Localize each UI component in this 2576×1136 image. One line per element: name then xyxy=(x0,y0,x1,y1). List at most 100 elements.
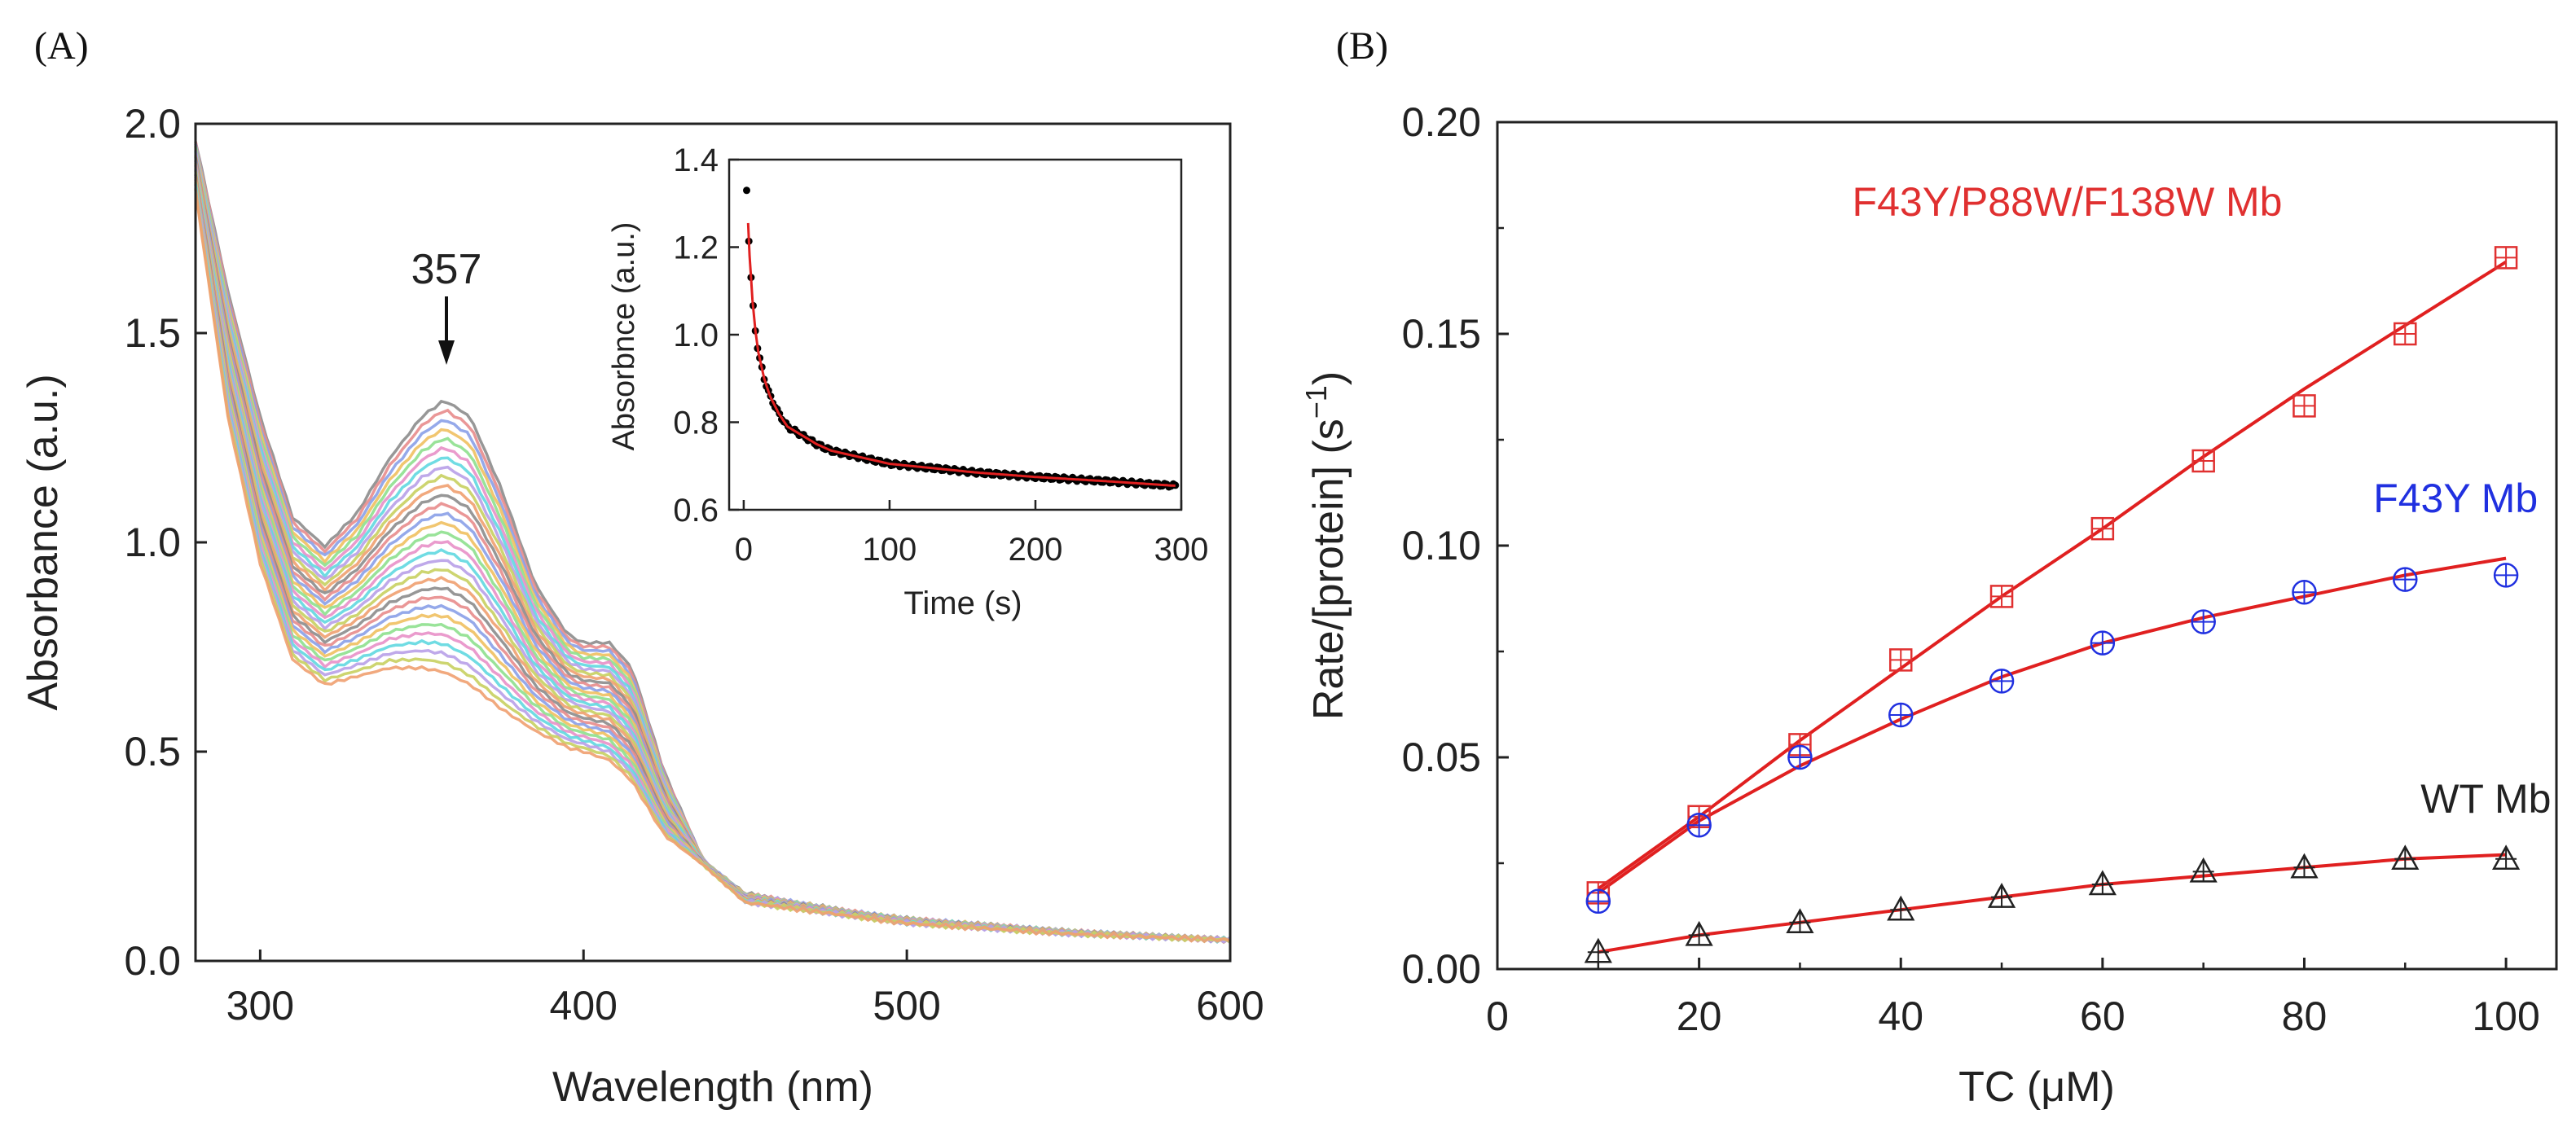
series-label: F43Y Mb xyxy=(2373,476,2538,521)
inset-y-tick-label: 1.0 xyxy=(673,318,719,353)
data-point xyxy=(1584,937,1612,963)
x-tick-label: 100 xyxy=(2472,993,2539,1039)
spectrum-line xyxy=(194,146,1231,944)
panel-a-spectra xyxy=(194,141,1232,945)
inset-y-tick-label: 0.8 xyxy=(673,406,719,441)
inset-x-tick-label: 100 xyxy=(863,532,917,568)
data-point xyxy=(2494,246,2518,270)
panel-a-ylabel: Absorbance (a.u.) xyxy=(20,374,67,710)
panel-b-fit-lines xyxy=(1597,260,2508,954)
y-tick-label: 2.0 xyxy=(124,101,181,147)
circle-marker xyxy=(2191,609,2216,634)
inset-points xyxy=(743,186,1180,491)
data-point xyxy=(2393,567,2418,592)
y-tick-label: 0.00 xyxy=(1402,946,1481,992)
data-point xyxy=(2493,563,2519,588)
panel-b-ylabel-sup: −1 xyxy=(1299,385,1333,419)
circle-marker xyxy=(1585,888,1611,915)
data-point xyxy=(2491,844,2521,871)
y-tick-label: 0.15 xyxy=(1402,311,1481,357)
data-point xyxy=(1888,702,1914,728)
data-point xyxy=(2391,844,2420,871)
inset-y-tick-label: 1.2 xyxy=(673,230,719,266)
circle-marker xyxy=(2090,630,2116,656)
panel-b-ylabel-main: Rate/[protein] (s xyxy=(1305,419,1352,720)
circle-marker xyxy=(2393,567,2418,592)
panel-a-axes: 300 400 500 600 0.0 0.5 1.0 1.5 2.0 xyxy=(124,101,1264,1029)
inset-x-tick-label: 0 xyxy=(735,532,753,568)
peak-arrow-head xyxy=(438,340,455,365)
circle-marker xyxy=(1989,669,2015,694)
spectrum-line xyxy=(194,149,1231,944)
y-tick-label: 0.5 xyxy=(124,729,181,774)
data-point xyxy=(1786,908,1814,934)
data-point xyxy=(2191,449,2215,473)
circle-marker xyxy=(1888,702,1914,728)
x-tick-label: 0 xyxy=(1486,993,1509,1039)
inset-plot-frame xyxy=(728,158,1183,511)
x-tick-label: 20 xyxy=(1677,993,1722,1039)
spectrum-line xyxy=(194,179,1231,944)
panel-b-points xyxy=(1584,246,2521,963)
data-point xyxy=(2090,630,2116,656)
data-point xyxy=(1685,920,1713,946)
data-point xyxy=(1989,669,2015,694)
circle-marker xyxy=(2292,579,2317,605)
inset-y-tick-label: 1.4 xyxy=(673,143,719,178)
y-tick-label: 0.20 xyxy=(1402,99,1481,145)
data-point xyxy=(1787,744,1813,770)
circle-marker xyxy=(1686,812,1712,838)
x-tick-label: 300 xyxy=(226,983,294,1029)
spectrum-line xyxy=(194,178,1232,944)
x-tick-label: 500 xyxy=(873,983,940,1029)
panel-b-series-labels: F43Y/P88W/F138W Mb F43Y Mb WT Mb xyxy=(1853,179,2552,822)
series-label: WT Mb xyxy=(2420,776,2551,822)
spectrum-line xyxy=(194,189,1231,944)
inset-x-tick-label: 300 xyxy=(1154,532,1209,568)
peak-label: 357 xyxy=(411,246,482,293)
fit-line xyxy=(1598,853,2507,954)
circle-marker xyxy=(2493,563,2519,588)
panel-b-plot-frame xyxy=(1496,121,2558,971)
y-tick-label: 1.0 xyxy=(124,520,181,565)
y-tick-label: 0.10 xyxy=(1402,523,1481,568)
data-point xyxy=(2292,579,2317,605)
panel-b: (B) 0 20 40 60 80 100 0.00 0.05 0.10 0.15 0.20 F43… xyxy=(1299,24,2558,1111)
inset-chart: 0 100 200 300 0.6 0.8 1.0 1.2 1.4 Time (s) Absor… xyxy=(607,143,1208,621)
spectrum-line xyxy=(194,182,1231,943)
data-point xyxy=(1987,883,2016,908)
panel-b-ylabel: Rate/[protein] (s−1) xyxy=(1299,371,1352,720)
data-point xyxy=(2394,322,2417,346)
series-label: F43Y/P88W/F138W Mb xyxy=(1853,179,2283,225)
data-point xyxy=(2292,394,2316,418)
panel-a-peak-annotation: 357 xyxy=(411,246,482,365)
inset-axes: 0 100 200 300 0.6 0.8 1.0 1.2 1.4 xyxy=(673,143,1208,568)
x-tick-label: 600 xyxy=(1196,983,1264,1029)
circle-marker xyxy=(1787,744,1813,770)
y-tick-label: 0.05 xyxy=(1402,735,1481,780)
inset-x-tick-label: 200 xyxy=(1009,532,1063,568)
inset-ylabel: Absorbnce (a.u.) xyxy=(607,222,641,451)
data-point xyxy=(1888,648,1913,672)
fit-line xyxy=(1597,556,2507,895)
data-point xyxy=(2088,870,2117,896)
panel-a: (A) 300 400 500 600 0.0 0.5 1.0 1.5 2.0 357 Wave… xyxy=(20,24,1264,1111)
data-point xyxy=(1989,585,2014,608)
x-tick-label: 60 xyxy=(2080,993,2125,1039)
data-point xyxy=(1887,895,1915,921)
panel-a-xlabel: Wavelength (nm) xyxy=(552,1064,873,1111)
data-point xyxy=(2189,857,2218,883)
inset-y-tick-label: 0.6 xyxy=(673,493,719,529)
panel-b-xlabel: TC (μM) xyxy=(1958,1064,2115,1111)
data-point xyxy=(2090,516,2115,541)
panel-b-ylabel-end: ) xyxy=(1305,371,1352,385)
fit-line xyxy=(1597,260,2508,890)
panel-a-label: (A) xyxy=(34,24,89,68)
data-point xyxy=(2290,853,2319,879)
y-tick-label: 1.5 xyxy=(124,310,181,356)
data-point xyxy=(2191,609,2216,634)
data-point xyxy=(1686,812,1712,838)
panel-b-label: (B) xyxy=(1336,24,1388,68)
y-tick-label: 0.0 xyxy=(124,938,181,984)
